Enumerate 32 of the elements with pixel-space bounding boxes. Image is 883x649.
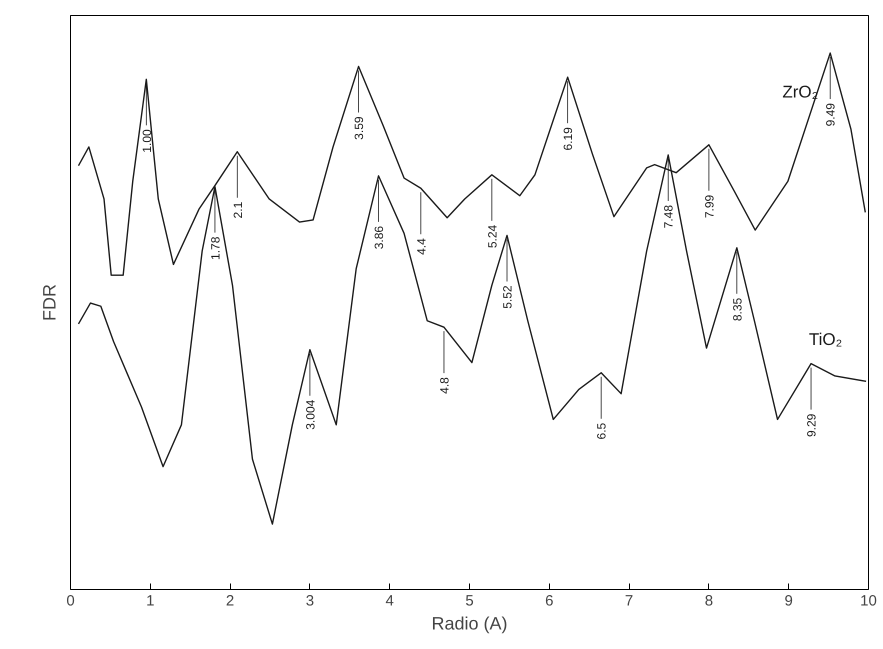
- annotation: 6.19: [561, 126, 576, 151]
- annotation: 4.8: [437, 376, 452, 394]
- series-label: ZrO₂: [782, 82, 818, 102]
- annotation: 3.86: [372, 226, 386, 250]
- annotation: 1.78: [208, 236, 222, 260]
- annotation: 6.5: [594, 422, 609, 440]
- annotation: 4.4: [414, 238, 428, 255]
- annotation: 3.004: [303, 399, 318, 430]
- annotation: 9.49: [824, 102, 838, 126]
- annotation: 8.35: [730, 297, 744, 322]
- x-tick-label: 7: [624, 592, 634, 610]
- annotation: 1.00: [140, 129, 154, 153]
- annotation: 7.99: [702, 194, 716, 218]
- x-tick-label: 10: [860, 592, 877, 610]
- annotation: 9.29: [804, 413, 819, 438]
- x-tick-label: 8: [704, 592, 714, 610]
- annotation: 5.24: [485, 224, 500, 248]
- x-tick-label: 4: [386, 592, 394, 610]
- annotation: 5.52: [500, 285, 515, 309]
- series-label: TiO₂: [808, 330, 842, 350]
- x-tick-label: 3: [306, 592, 314, 610]
- x-tick-label: 9: [784, 592, 793, 610]
- annotation: 3.59: [352, 116, 366, 140]
- annotation: 7.48: [662, 204, 676, 228]
- x-tick-label: 5: [465, 592, 474, 610]
- x-tick-label: 2: [226, 592, 234, 610]
- y-axis-title: FDR: [40, 284, 60, 321]
- annotation: 2.1: [230, 201, 245, 218]
- x-tick-label: 1: [146, 592, 154, 610]
- x-axis-title: Radio (A): [431, 614, 508, 634]
- x-tick-label: 0: [66, 592, 75, 610]
- x-tick-label: 6: [545, 592, 554, 610]
